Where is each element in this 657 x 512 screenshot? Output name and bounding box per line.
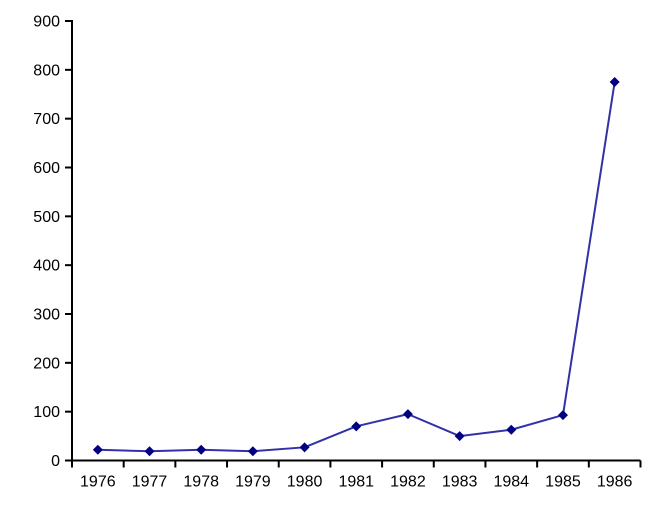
y-tick-label: 600 [33, 160, 60, 177]
y-tick-label: 100 [33, 404, 60, 421]
x-tick-label: 1976 [80, 474, 116, 491]
data-point-marker [196, 444, 207, 455]
y-tick-label: 800 [33, 62, 60, 79]
y-tick-label: 300 [33, 307, 60, 324]
data-point-marker [247, 446, 258, 457]
x-tick-label: 1985 [545, 474, 581, 491]
data-point-marker [144, 446, 155, 457]
data-point-marker [609, 77, 620, 88]
y-tick-label: 200 [33, 355, 60, 372]
series-line [97, 81, 616, 453]
x-tick-label: 1979 [235, 474, 271, 491]
x-tick-label: 1980 [287, 474, 323, 491]
data-point-marker [92, 444, 103, 455]
y-tick-label: 400 [33, 258, 60, 275]
data-point-marker [351, 421, 362, 432]
y-tick-label: 900 [33, 14, 60, 31]
data-point-marker [454, 431, 465, 442]
data-point-marker [557, 410, 568, 421]
x-tick-label: 1983 [442, 474, 478, 491]
x-tick-label: 1981 [338, 474, 374, 491]
x-tick-label: 1984 [493, 474, 529, 491]
x-tick-label: 1978 [183, 474, 219, 491]
x-tick-label: 1986 [597, 474, 633, 491]
y-tick-label: 500 [33, 209, 60, 226]
data-point-marker [299, 442, 310, 453]
y-tick-label: 700 [33, 111, 60, 128]
x-tick-label: 1982 [390, 474, 426, 491]
y-tick-label: 0 [51, 453, 60, 470]
data-point-marker [506, 424, 517, 435]
data-point-marker [402, 409, 413, 420]
x-tick-label: 1977 [132, 474, 168, 491]
